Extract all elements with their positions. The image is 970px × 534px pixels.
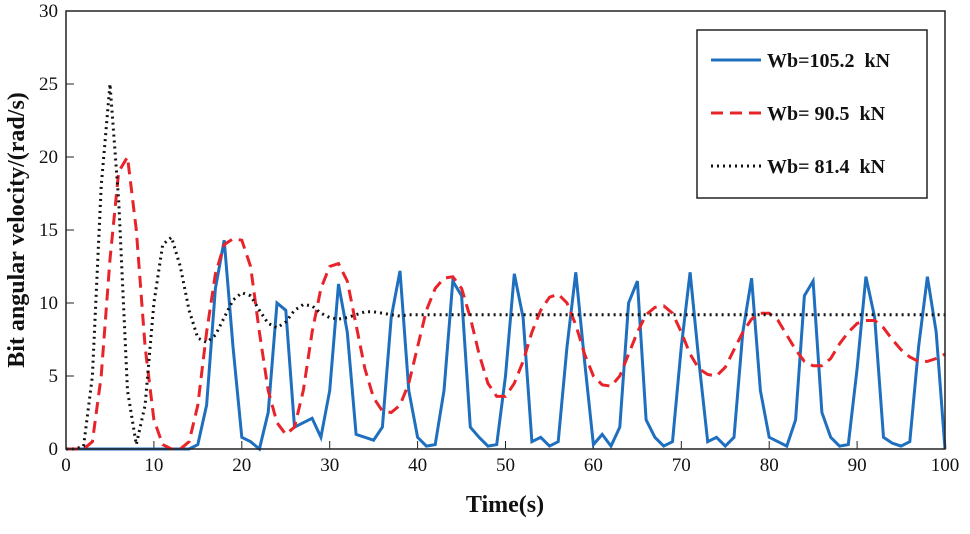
- y-tick-label: 10: [39, 293, 58, 314]
- x-tick-label: 10: [144, 455, 163, 476]
- x-tick-label: 60: [584, 455, 603, 476]
- x-axis-label: Time(s): [466, 492, 544, 518]
- x-tick-label: 20: [232, 455, 251, 476]
- y-tick-label: 20: [39, 147, 58, 168]
- y-tick-label: 5: [49, 366, 59, 387]
- x-tick-label: 30: [320, 455, 339, 476]
- series-line: [66, 152, 946, 451]
- x-tick-label: 80: [760, 455, 779, 476]
- y-axis-label: Bit angular velocity/(rad/s): [4, 92, 30, 368]
- y-tick-label: 30: [39, 1, 58, 22]
- x-tick-label: 0: [61, 455, 71, 476]
- y-tick-label: 0: [49, 439, 59, 460]
- x-tick-label: 40: [408, 455, 427, 476]
- legend-label: Wb=105.2 kN: [767, 50, 891, 72]
- legend-label: Wb= 81.4 kN: [767, 156, 886, 178]
- plot-frame: [65, 10, 946, 450]
- legend-label: Wb= 90.5 kN: [767, 103, 886, 125]
- y-tick-label: 15: [39, 220, 58, 241]
- x-tick-label: 100: [931, 455, 960, 476]
- x-tick-label: 90: [848, 455, 867, 476]
- series-line: [66, 239, 947, 452]
- x-tick-label: 70: [672, 455, 691, 476]
- x-tick-label: 50: [496, 455, 515, 476]
- y-tick-label: 25: [39, 74, 58, 95]
